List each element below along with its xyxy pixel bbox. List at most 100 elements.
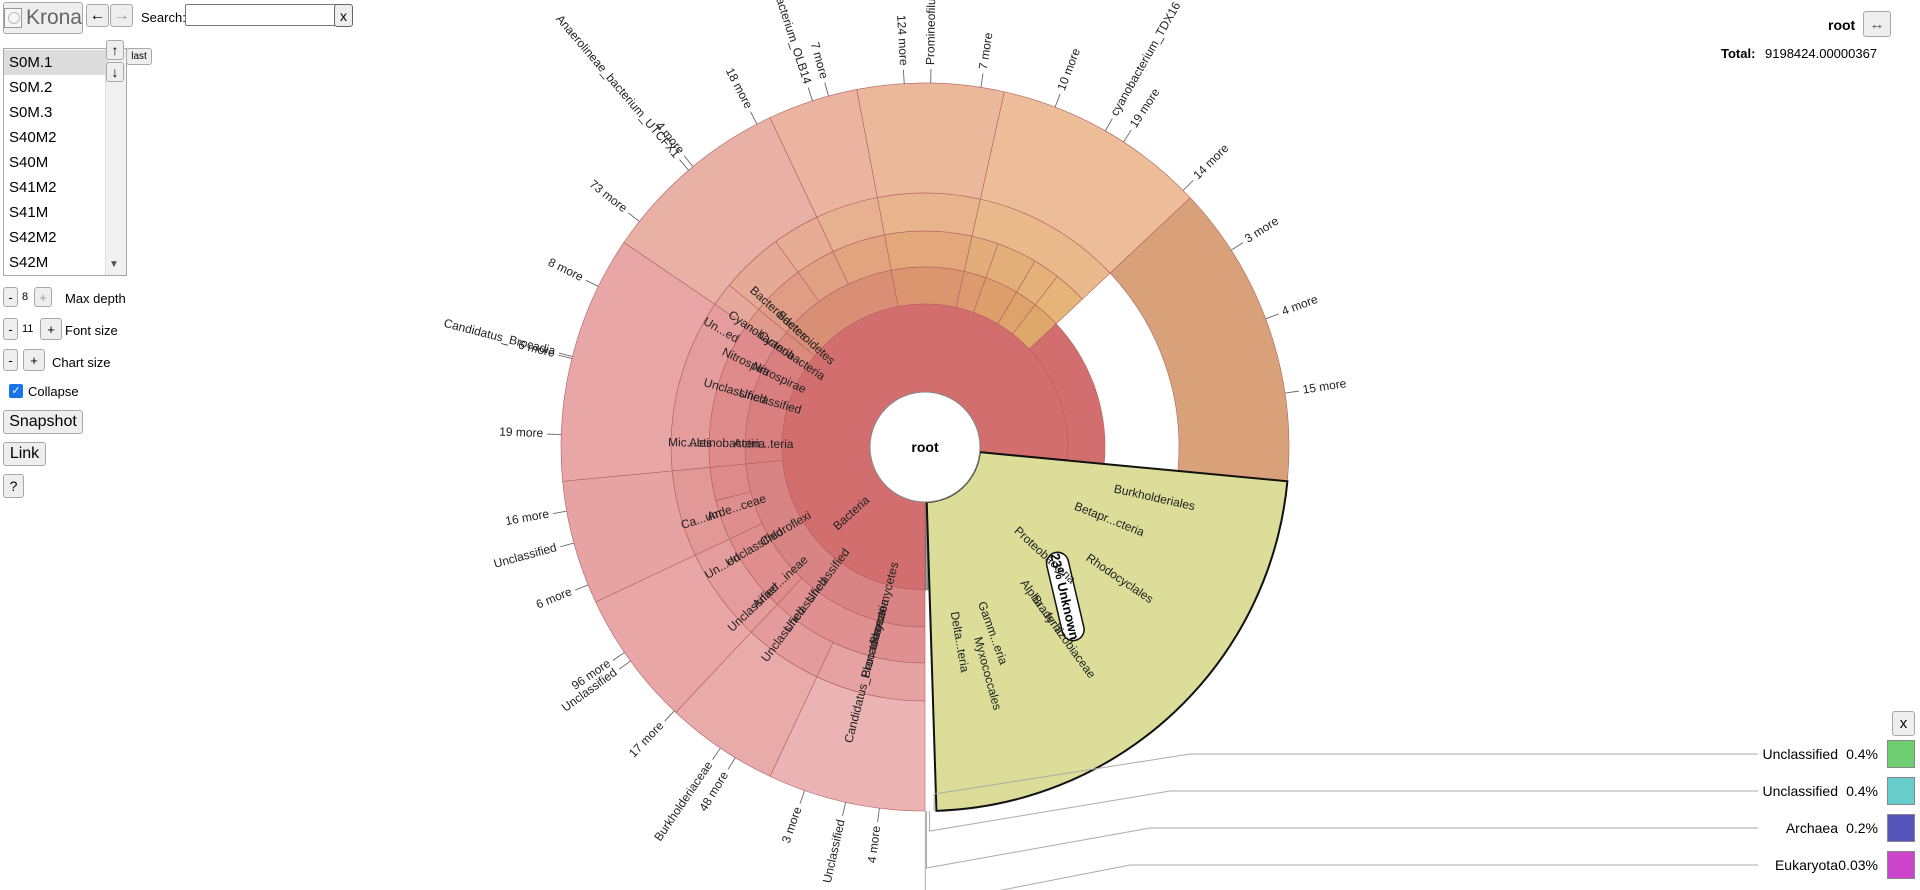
sunburst-wedge[interactable] [745, 308, 787, 347]
label-leader-line [683, 155, 694, 167]
sunburst-wedge[interactable] [1012, 304, 1057, 350]
sunburst-wedge[interactable] [1109, 197, 1290, 482]
sunburst-wedge[interactable] [1034, 275, 1083, 325]
sunburst-wedge[interactable] [980, 91, 1191, 274]
label-leader-line [903, 69, 905, 84]
sunburst-wedge[interactable] [985, 243, 1036, 293]
sunburst-wedge[interactable] [671, 467, 730, 556]
legend-item[interactable]: Archaea 0.2% [1700, 814, 1920, 844]
legend-item[interactable]: Unclassified 0.4% [1700, 777, 1920, 807]
krona-logo-button[interactable]: Krona [3, 2, 83, 34]
dataset-option[interactable]: S0M.3 [9, 104, 53, 121]
max-depth-increase-button[interactable]: + [34, 287, 52, 307]
max-depth-decrease-button[interactable]: - [3, 287, 18, 307]
dataset-option[interactable]: S0M.1 [4, 50, 108, 75]
outer-label: 19 more [1127, 85, 1163, 130]
dataset-down-button[interactable]: ↓ [106, 62, 124, 82]
sunburst-wedge[interactable] [925, 501, 930, 591]
sunburst-wedge[interactable] [560, 241, 716, 482]
sunburst-wedge[interactable] [595, 554, 752, 713]
font-size-decrease-button[interactable]: - [3, 318, 18, 340]
sunburst-wedge[interactable] [744, 345, 808, 465]
sunburst-wedge[interactable] [955, 270, 987, 313]
dataset-list-scrollbar[interactable]: ▲ ▼ [105, 49, 126, 275]
search-input[interactable] [185, 4, 338, 26]
sunburst-wedge[interactable] [832, 234, 892, 285]
dataset-option[interactable]: S41M2 [9, 179, 57, 196]
label-leader-line [712, 747, 721, 760]
legend-close-button[interactable]: x [1892, 711, 1915, 736]
outer-label: 124 more [894, 15, 911, 67]
link-button[interactable]: Link [3, 442, 46, 466]
dataset-up-button[interactable]: ↑ [106, 40, 124, 60]
sunburst-wedge[interactable] [769, 676, 926, 812]
sunburst-wedge[interactable] [877, 192, 981, 237]
sunburst-wedge[interactable] [714, 284, 759, 327]
sunburst-wedge[interactable] [729, 523, 803, 605]
dataset-option[interactable]: S41M [9, 204, 49, 221]
dataset-option[interactable]: S40M2 [9, 129, 57, 146]
sunburst-wedge[interactable] [776, 577, 926, 664]
sunburst-wedge[interactable] [769, 89, 878, 218]
sunburst-wedge[interactable] [758, 271, 820, 333]
sunburst-wedge[interactable] [890, 266, 965, 308]
dataset-option[interactable]: S42M2 [9, 229, 57, 246]
sunburst-wedge[interactable] [775, 216, 834, 273]
sunburst-wedge[interactable] [694, 538, 778, 633]
font-size-increase-button[interactable]: + [40, 318, 62, 340]
dataset-option[interactable]: S42M [9, 254, 49, 271]
legend-item[interactable]: Eukaryota 0.03% [1700, 851, 1920, 881]
sunburst-wedge[interactable] [797, 251, 849, 302]
sunburst-wedge[interactable] [675, 631, 818, 777]
sunburst-wedge[interactable] [708, 325, 777, 468]
legend-item[interactable]: Unclassified 0.4% [1700, 740, 1920, 770]
sunburst-wedge[interactable] [781, 303, 1069, 591]
center-circle[interactable] [869, 391, 981, 503]
scroll-down-icon[interactable]: ▼ [109, 259, 119, 270]
unknown-wedge[interactable] [925, 451, 1289, 812]
sunburst-wedge[interactable] [1016, 260, 1058, 306]
chart-size-increase-button[interactable]: + [23, 349, 45, 371]
sunburst-wedge[interactable] [562, 470, 696, 603]
label-leader-line [558, 354, 573, 359]
sunburst-wedge[interactable] [670, 303, 747, 472]
outer-label: 14 more [1190, 141, 1231, 182]
sunburst-wedge[interactable] [728, 241, 799, 310]
sunburst-wedge[interactable] [925, 451, 1069, 591]
dataset-option[interactable]: S40M [9, 154, 49, 171]
dataset-list[interactable]: ▲ ▼ S0M.1 S0M.2 S0M.3 S40M2 S40M S41M2 S41M S42… [3, 48, 127, 276]
sunburst-wedge[interactable] [709, 463, 752, 502]
toggle-width-icon[interactable]: ↔ [1863, 11, 1891, 37]
sunburst-wedge[interactable] [925, 501, 929, 591]
help-button[interactable]: ? [3, 474, 24, 498]
outer-label: cyanobacterium_TDX16 [1107, 0, 1183, 118]
sunburst-wedge[interactable] [856, 82, 1005, 200]
sunburst-wedge[interactable] [745, 460, 926, 628]
legend-item-name: Eukaryota [1774, 857, 1838, 873]
sunburst-wedge[interactable] [924, 501, 927, 591]
sunburst-wedge[interactable] [971, 198, 1111, 300]
sunburst-wedge[interactable] [750, 604, 834, 678]
sunburst-wedge[interactable] [816, 197, 885, 252]
legend-color-swatch [1887, 851, 1915, 879]
chart-size-decrease-button[interactable]: - [3, 349, 18, 371]
snapshot-button[interactable]: Snapshot [3, 410, 83, 434]
dataset-last-button[interactable]: last [126, 48, 152, 65]
search-clear-button[interactable]: x [334, 4, 353, 27]
search-label: Search: [141, 10, 186, 25]
back-button[interactable]: ← [86, 4, 109, 27]
sunburst-wedge[interactable] [884, 230, 973, 272]
sunburst-wedge[interactable] [715, 491, 763, 540]
sunburst-wedge[interactable] [973, 277, 1018, 325]
sunburst-wedge[interactable] [816, 642, 926, 702]
sunburst-wedge[interactable] [775, 331, 816, 368]
forward-button[interactable]: → [110, 4, 133, 27]
collapse-checkbox[interactable]: ✓ [9, 384, 23, 398]
dataset-option[interactable]: S0M.2 [9, 79, 53, 96]
sunburst-wedge[interactable] [623, 117, 818, 305]
sunburst-wedge[interactable] [785, 269, 899, 357]
sunburst-wedge[interactable] [997, 291, 1036, 335]
sunburst-wedge[interactable] [963, 235, 999, 279]
sunburst-wedge[interactable] [1028, 323, 1106, 465]
